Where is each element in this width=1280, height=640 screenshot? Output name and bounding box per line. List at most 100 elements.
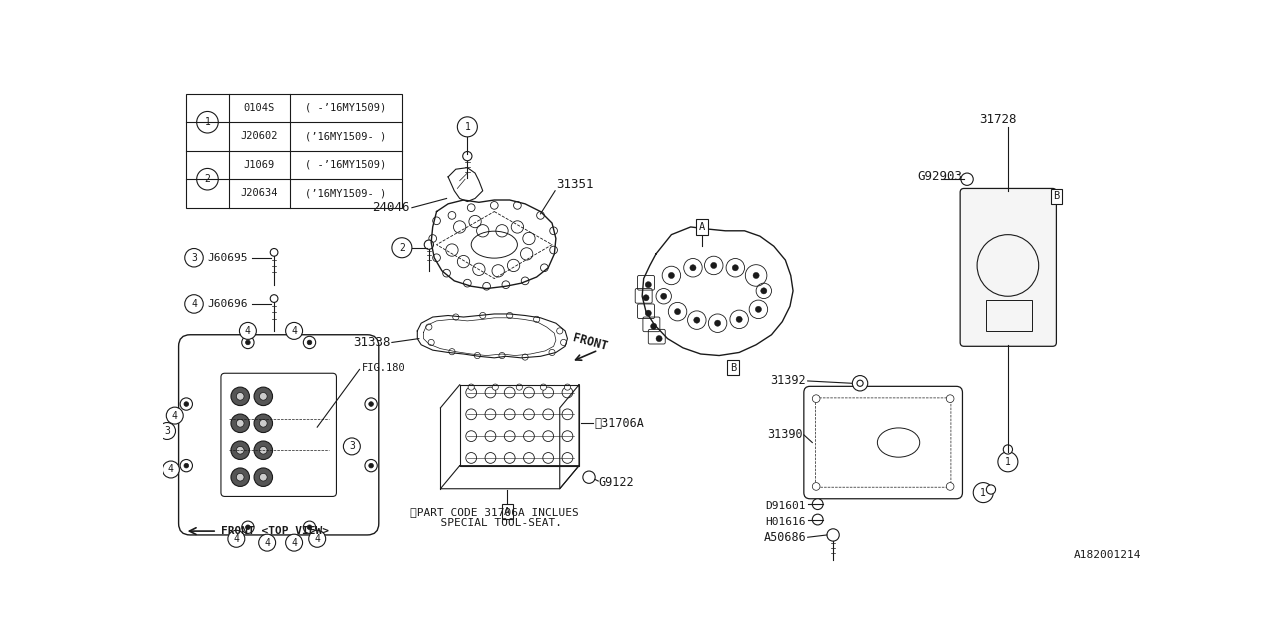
Circle shape xyxy=(260,419,268,427)
Circle shape xyxy=(557,328,563,334)
Circle shape xyxy=(239,323,256,339)
Circle shape xyxy=(443,269,451,277)
Circle shape xyxy=(365,398,378,410)
Circle shape xyxy=(308,531,325,547)
Circle shape xyxy=(961,173,973,186)
Text: 4: 4 xyxy=(233,534,239,544)
Circle shape xyxy=(827,529,840,541)
Circle shape xyxy=(307,340,312,345)
Circle shape xyxy=(237,419,244,427)
Circle shape xyxy=(813,483,820,490)
Circle shape xyxy=(270,294,278,303)
Text: ( -’16MY1509): ( -’16MY1509) xyxy=(306,160,387,170)
Circle shape xyxy=(433,254,440,262)
Text: D91601: D91601 xyxy=(765,502,806,511)
Circle shape xyxy=(253,468,273,486)
Text: ※PART CODE 31706A INCLUES: ※PART CODE 31706A INCLUES xyxy=(410,507,579,517)
Circle shape xyxy=(490,202,498,209)
Text: 4: 4 xyxy=(291,326,297,336)
Circle shape xyxy=(303,521,316,533)
Circle shape xyxy=(197,111,219,133)
Circle shape xyxy=(230,414,250,433)
Circle shape xyxy=(343,438,361,455)
Text: 31351: 31351 xyxy=(556,178,594,191)
Text: 4: 4 xyxy=(291,538,297,548)
Text: 1: 1 xyxy=(980,488,986,498)
Text: ( -’16MY1509): ( -’16MY1509) xyxy=(306,103,387,113)
Circle shape xyxy=(714,320,721,326)
Circle shape xyxy=(675,308,681,315)
Circle shape xyxy=(260,474,268,481)
Circle shape xyxy=(694,317,700,323)
Bar xyxy=(986,300,1032,331)
Text: 3: 3 xyxy=(349,442,355,451)
Circle shape xyxy=(184,294,204,313)
Circle shape xyxy=(536,212,544,220)
Circle shape xyxy=(736,316,742,323)
Circle shape xyxy=(184,402,188,406)
Circle shape xyxy=(655,335,662,342)
Circle shape xyxy=(507,312,513,319)
Text: J20602: J20602 xyxy=(241,131,278,141)
Circle shape xyxy=(285,323,302,339)
Circle shape xyxy=(998,452,1018,472)
Circle shape xyxy=(184,248,204,267)
Circle shape xyxy=(260,447,268,454)
Circle shape xyxy=(392,237,412,258)
Circle shape xyxy=(365,460,378,472)
Circle shape xyxy=(480,312,486,319)
Circle shape xyxy=(483,282,490,290)
Circle shape xyxy=(468,384,475,390)
Circle shape xyxy=(564,384,571,390)
Circle shape xyxy=(237,474,244,481)
Text: FRONT: FRONT xyxy=(572,332,609,353)
Text: A: A xyxy=(699,222,705,232)
Circle shape xyxy=(197,168,219,190)
Circle shape xyxy=(429,235,436,243)
Circle shape xyxy=(246,340,250,345)
Circle shape xyxy=(246,525,250,529)
Circle shape xyxy=(946,483,954,490)
Circle shape xyxy=(513,202,521,209)
Text: J60695: J60695 xyxy=(207,253,247,263)
Circle shape xyxy=(259,534,275,551)
Text: 31392: 31392 xyxy=(771,374,806,387)
Circle shape xyxy=(858,380,863,387)
Circle shape xyxy=(457,117,477,137)
Circle shape xyxy=(534,316,540,323)
Circle shape xyxy=(230,387,250,406)
Circle shape xyxy=(253,441,273,460)
Circle shape xyxy=(228,531,244,547)
Text: 4: 4 xyxy=(191,299,197,309)
Circle shape xyxy=(449,349,454,355)
Circle shape xyxy=(549,349,556,356)
Circle shape xyxy=(582,471,595,483)
Circle shape xyxy=(180,460,192,472)
Text: 31390: 31390 xyxy=(767,428,803,442)
Text: 4: 4 xyxy=(244,326,251,336)
Circle shape xyxy=(369,463,374,468)
Circle shape xyxy=(946,395,954,403)
Circle shape xyxy=(260,392,268,400)
Circle shape xyxy=(285,534,302,551)
Text: FIG.180: FIG.180 xyxy=(362,363,406,373)
Circle shape xyxy=(643,294,649,301)
Text: A: A xyxy=(504,507,511,517)
Text: 24046: 24046 xyxy=(372,201,410,214)
Circle shape xyxy=(660,293,667,300)
Circle shape xyxy=(253,387,273,406)
Circle shape xyxy=(973,483,993,502)
Circle shape xyxy=(760,288,767,294)
Circle shape xyxy=(253,414,273,433)
Text: (’16MY1509- ): (’16MY1509- ) xyxy=(306,131,387,141)
Circle shape xyxy=(307,525,312,529)
Circle shape xyxy=(242,521,253,533)
Text: 4: 4 xyxy=(315,534,320,544)
Circle shape xyxy=(549,227,558,235)
FancyBboxPatch shape xyxy=(960,188,1056,346)
Text: J20634: J20634 xyxy=(241,188,278,198)
Circle shape xyxy=(561,339,567,346)
Text: 4: 4 xyxy=(172,411,178,420)
Text: 31338: 31338 xyxy=(353,336,390,349)
Circle shape xyxy=(645,282,652,288)
